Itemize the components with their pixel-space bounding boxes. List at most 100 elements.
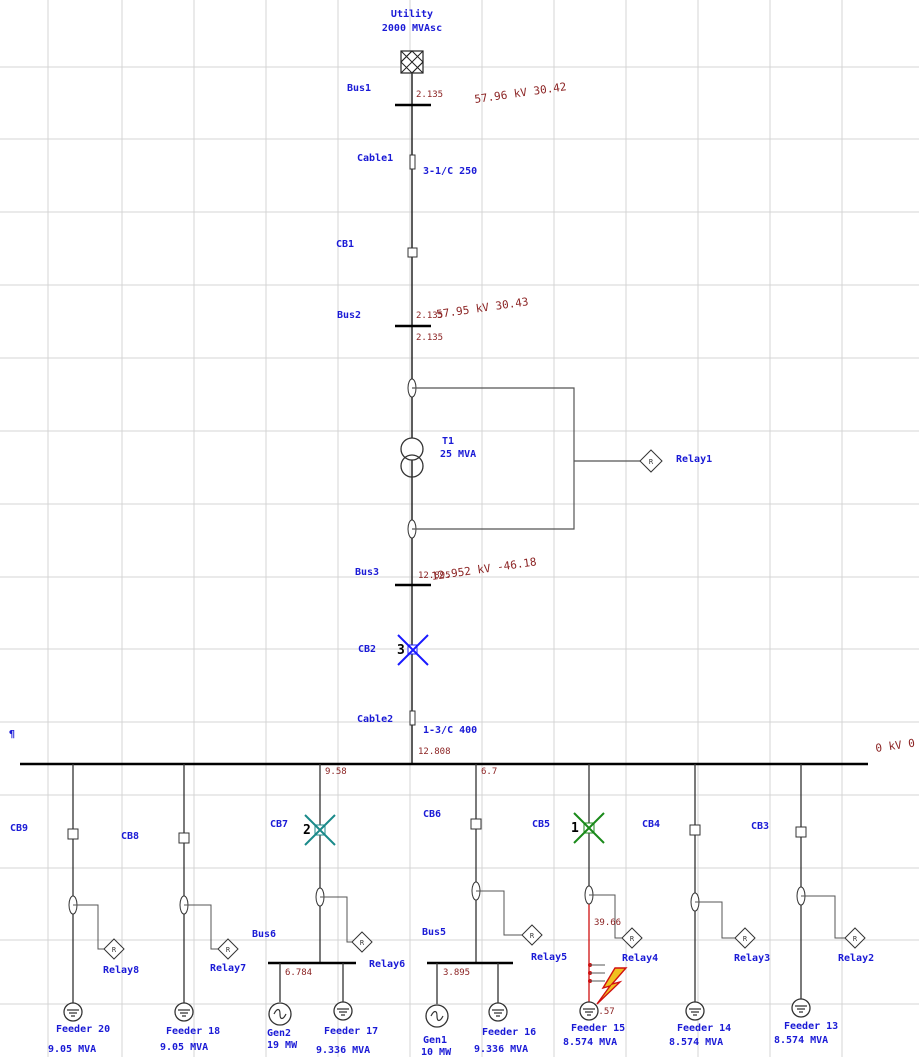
cb6-branch-current: 6.7 [481,767,497,777]
bus3-current: 12.895 [418,571,451,581]
relay4-label: Relay4 [622,953,658,964]
feeder15-load[interactable] [579,1001,599,1021]
cb2-trip-order: 3 [397,643,405,658]
relay5-symbol: R [530,932,535,940]
feeder16-rating: 9.336 MVA [474,1044,528,1055]
feeder14-label: Feeder 14 [677,1023,731,1034]
relay6-symbol: R [360,939,365,947]
relay8-label: Relay8 [103,965,139,976]
bus2-current-in: 2.135 [416,311,443,321]
cb6[interactable] [470,818,482,830]
relay2-label: Relay2 [838,953,874,964]
feeder15-load-current: 2.57 [593,1007,615,1017]
relay2-wire [801,895,845,939]
cb8[interactable] [178,832,190,844]
relay7-label: Relay7 [210,963,246,974]
cb7-trip-mark [304,814,336,846]
relay6-wire [320,896,352,943]
feeder15-rating: 8.574 MVA [563,1037,617,1048]
relay8-wire [73,904,104,950]
cb4-label: CB4 [642,819,660,830]
bus2-current-out: 2.135 [416,333,443,343]
bus1-current: 2.135 [416,90,443,100]
feeder14-rating: 8.574 MVA [669,1037,723,1048]
transformer-t1[interactable] [400,437,424,478]
relay1-symbol: R [649,458,654,466]
gen1-symbol[interactable] [425,1004,449,1028]
relay8[interactable]: R [103,938,125,960]
feeder13-label: Feeder 13 [784,1021,838,1032]
cb3-label: CB3 [751,821,769,832]
cable1[interactable] [409,154,416,170]
gen1-label: Gen1 [423,1035,447,1046]
feeder13-load[interactable] [791,998,811,1018]
cable2-label: Cable2 [357,714,393,725]
cable2-spec: 1-3/C 400 [423,725,477,736]
t1-label: T1 [442,436,454,447]
relay4-wire [589,894,622,939]
gen2-symbol[interactable] [268,1002,292,1026]
feeder20-load[interactable] [63,1002,83,1022]
cb2-label: CB2 [358,644,376,655]
cb8-label: CB8 [121,831,139,842]
relay5-wire [476,890,522,936]
cable1-label: Cable1 [357,153,393,164]
feeder16-load[interactable] [488,1002,508,1022]
main-bus-left-mark: ¶ [9,729,15,740]
cb5-trip-order: 1 [571,821,579,836]
relay2[interactable]: R [844,927,866,949]
relay4[interactable]: R [621,927,643,949]
feeder15-label: Feeder 15 [571,1023,625,1034]
cb7-branch-current: 9.58 [325,767,347,777]
relay7[interactable]: R [217,938,239,960]
relay3-symbol: R [743,935,748,943]
cb5-label: CB5 [532,819,550,830]
relay5[interactable]: R [521,924,543,946]
feeder15-fault-current: 39.66 [594,918,621,928]
bus1-voltage: 57.96 kV 30.42 [474,80,568,106]
utility-source[interactable] [400,50,424,74]
feeder17-label: Feeder 17 [324,1026,378,1037]
fault-marker[interactable] [588,963,628,1005]
bus5-label: Bus5 [422,927,446,938]
cb1-label: CB1 [336,239,354,250]
cb1[interactable] [407,247,418,258]
main-bus-current-in: 12.808 [418,747,451,757]
cb7-label: CB7 [270,819,288,830]
cb7-trip-order: 2 [303,823,311,838]
feeder17-load[interactable] [333,1001,353,1021]
feeder18-rating: 9.05 MVA [160,1042,208,1053]
bus3-voltage: 12.952 kV -46.18 [431,555,538,583]
feeder16-label: Feeder 16 [482,1027,536,1038]
relay6[interactable]: R [351,931,373,953]
relay6-label: Relay6 [369,959,405,970]
relay7-symbol: R [226,946,231,954]
feeder14-load[interactable] [685,1001,705,1021]
gen2-rating: 19 MW [267,1040,298,1051]
bus5-current: 3.895 [443,968,470,978]
gen1-rating: 10 MW [421,1047,452,1057]
feeder17-rating: 9.336 MVA [316,1045,370,1056]
relay1[interactable]: R [639,449,663,473]
cb4[interactable] [689,824,701,836]
cb5-trip-mark [573,812,605,844]
utility-name: Utility [391,8,433,20]
relay5-label: Relay5 [531,952,567,963]
cb9-label: CB9 [10,823,28,834]
cb9[interactable] [67,828,79,840]
relay3[interactable]: R [734,927,756,949]
cable2[interactable] [409,710,416,726]
loads-layer [63,998,811,1028]
bus2-label: Bus2 [337,310,361,321]
bus3-label: Bus3 [355,567,379,578]
bus6-current: 6.784 [285,968,312,978]
main-bus-voltage: 0 kV 0 [875,737,916,755]
cb3[interactable] [795,826,807,838]
relay7-wire [184,904,218,950]
cb6-label: CB6 [423,809,441,820]
cb2-trip-mark [397,634,429,666]
feeder18-load[interactable] [174,1002,194,1022]
feeder20-rating: 9.05 MVA [48,1044,96,1055]
gen2-label: Gen2 [267,1028,291,1039]
